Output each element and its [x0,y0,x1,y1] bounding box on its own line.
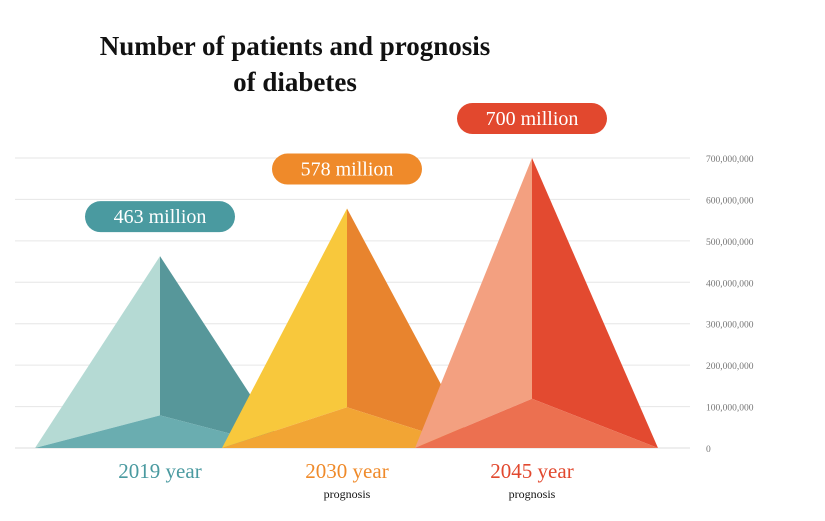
value-label-pill [272,153,422,185]
value-label-pill [85,201,235,233]
y-tick-label: 300,000,000 [706,321,754,331]
y-tick-label: 600,000,000 [706,196,754,206]
value-label: 578 million [301,159,394,181]
chart-title-line-2: of diabetes [233,67,357,97]
y-tick-label: 400,000,000 [706,279,754,289]
pyramid-left-face [35,256,160,448]
y-tick-label: 0 [706,445,711,455]
chart-title: Number of patients and prognosis of diab… [60,28,530,100]
x-category-sublabel: prognosis [509,487,556,501]
y-tick-label: 100,000,000 [706,404,754,414]
pyramid-left-face [415,158,532,448]
pyramid-right-face [532,158,658,448]
pyramid-bottom-face [222,407,475,448]
value-label: 463 million [114,206,207,228]
y-tick-label: 700,000,000 [706,155,754,165]
pyramid-bottom-face [415,398,658,448]
x-category-sublabel: prognosis [324,487,371,501]
x-category-label: 2019 year [118,459,201,483]
value-label-pill [457,103,607,134]
pyramid-left-face [222,208,347,448]
x-category-label: 2045 year [490,459,573,483]
chart-title-line-1: Number of patients and prognosis [99,31,491,61]
x-category-label: 2030 year [305,459,388,483]
value-label: 700 million [486,108,579,130]
y-tick-label: 200,000,000 [706,362,754,372]
pyramid-bottom-face [35,415,285,448]
y-tick-label: 500,000,000 [706,238,754,248]
